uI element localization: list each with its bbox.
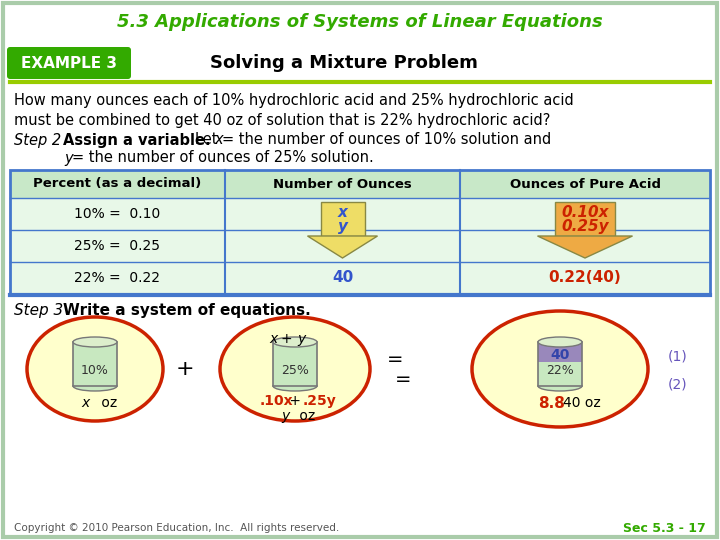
Ellipse shape: [27, 317, 163, 421]
Text: Ounces of Pure Acid: Ounces of Pure Acid: [510, 178, 660, 191]
Text: =: =: [387, 349, 403, 368]
Text: (2): (2): [668, 377, 688, 391]
Bar: [538, 342, 582, 386]
Text: .10x: .10x: [260, 394, 294, 408]
FancyBboxPatch shape: [7, 47, 131, 79]
Bar: [10, 170, 710, 198]
Ellipse shape: [538, 337, 582, 347]
Text: = the number of ounces of 25% solution.: = the number of ounces of 25% solution.: [72, 151, 374, 165]
Ellipse shape: [538, 381, 582, 391]
Text: Sec 5.3 - 17: Sec 5.3 - 17: [624, 522, 706, 535]
Bar: [10, 198, 710, 230]
Text: y: y: [297, 332, 305, 346]
Bar: [538, 362, 582, 386]
Bar: [10, 262, 710, 294]
Text: 40 oz: 40 oz: [563, 396, 600, 410]
Text: 10% =  0.10: 10% = 0.10: [74, 207, 161, 221]
Text: 25%: 25%: [281, 363, 309, 376]
Bar: [10, 230, 710, 262]
Text: 22% =  0.22: 22% = 0.22: [74, 271, 161, 285]
Text: +: +: [176, 359, 194, 379]
Text: .25y: .25y: [303, 394, 337, 408]
Text: 10%: 10%: [81, 363, 109, 376]
Bar: [73, 342, 117, 386]
Text: Step 3: Step 3: [14, 303, 63, 319]
Bar: [555, 202, 615, 236]
Text: oz: oz: [97, 396, 117, 410]
Text: y: y: [64, 151, 73, 165]
Bar: [273, 342, 317, 386]
Ellipse shape: [73, 337, 117, 347]
Polygon shape: [538, 236, 632, 258]
Text: Solving a Mixture Problem: Solving a Mixture Problem: [210, 54, 478, 72]
Text: 22%: 22%: [546, 363, 574, 376]
Text: 40: 40: [332, 271, 353, 286]
Text: Copyright © 2010 Pearson Education, Inc.  All rights reserved.: Copyright © 2010 Pearson Education, Inc.…: [14, 523, 339, 533]
Text: Write a system of equations.: Write a system of equations.: [63, 303, 311, 319]
Ellipse shape: [273, 337, 317, 347]
Text: x: x: [81, 396, 89, 410]
Text: must be combined to get 40 oz of solution that is 22% hydrochloric acid?: must be combined to get 40 oz of solutio…: [14, 112, 550, 127]
Text: Let: Let: [195, 132, 222, 147]
Bar: [538, 342, 582, 362]
Ellipse shape: [220, 317, 370, 421]
Ellipse shape: [273, 381, 317, 391]
Text: Percent (as a decimal): Percent (as a decimal): [33, 178, 202, 191]
Text: How many ounces each of 10% hydrochloric acid and 25% hydrochloric acid: How many ounces each of 10% hydrochloric…: [14, 93, 574, 109]
Bar: [320, 202, 364, 236]
Ellipse shape: [73, 381, 117, 391]
Text: +: +: [285, 394, 305, 408]
Text: (1): (1): [668, 350, 688, 364]
Text: EXAMPLE 3: EXAMPLE 3: [21, 56, 117, 71]
Text: y: y: [338, 219, 348, 234]
Text: 5.3 Applications of Systems of Linear Equations: 5.3 Applications of Systems of Linear Eq…: [117, 13, 603, 31]
Text: =: =: [395, 369, 411, 388]
Polygon shape: [307, 236, 377, 258]
Text: Number of Ounces: Number of Ounces: [273, 178, 412, 191]
Text: Step 2: Step 2: [14, 132, 61, 147]
Ellipse shape: [472, 311, 648, 427]
Text: +: +: [280, 332, 292, 346]
Text: Assign a variable.: Assign a variable.: [63, 132, 211, 147]
Text: oz: oz: [295, 409, 315, 423]
Text: 0.22(40): 0.22(40): [549, 271, 621, 286]
Text: 25% =  0.25: 25% = 0.25: [74, 239, 161, 253]
Text: = the number of ounces of 10% solution and: = the number of ounces of 10% solution a…: [222, 132, 552, 147]
Text: x: x: [214, 132, 222, 147]
Text: x: x: [269, 332, 277, 346]
Text: 0.25y: 0.25y: [561, 219, 609, 234]
Text: 40: 40: [550, 348, 570, 362]
Text: 8.8: 8.8: [538, 395, 565, 410]
Bar: [273, 342, 317, 386]
Text: x: x: [338, 205, 348, 220]
Text: 0.10x: 0.10x: [562, 205, 608, 220]
Text: y: y: [281, 409, 289, 423]
Bar: [73, 342, 117, 386]
Bar: [10, 170, 710, 294]
